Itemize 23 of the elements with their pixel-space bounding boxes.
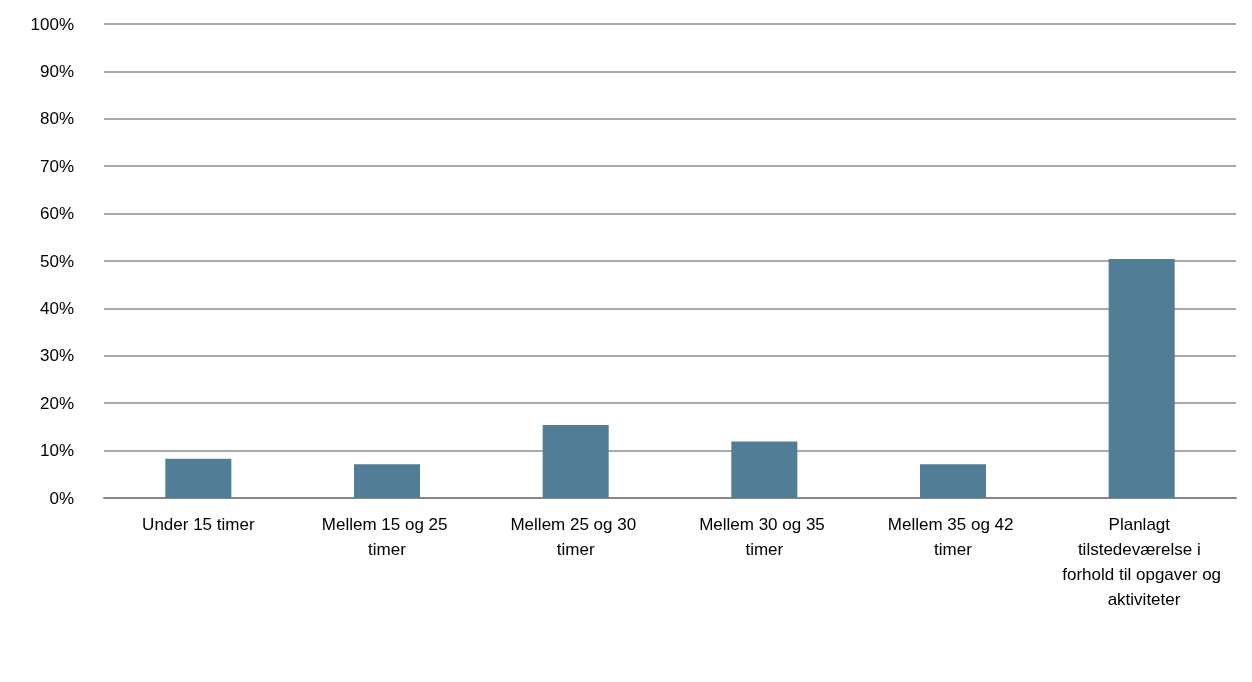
x-tick-label: Mellem 25 og 30 timer [510,515,641,559]
y-tick-label: 10% [39,441,74,461]
bar [731,441,798,498]
y-tick-label: 90% [39,61,74,81]
y-tick-label: 60% [39,204,74,224]
y-tick-label: 70% [39,156,74,176]
y-tick-label: 80% [39,109,74,129]
x-tick-label: Mellem 30 og 35 timer [699,515,830,559]
y-tick-label: 100% [30,14,74,34]
bar [542,425,609,498]
y-tick-label: 20% [39,393,74,413]
x-tick-label: Under 15 timer [142,515,255,534]
y-tick-label: 40% [39,298,74,318]
bar [165,458,232,498]
x-tick-label: Mellem 35 og 42 timer [887,515,1019,559]
x-tick-label: Planlagt tilstedeværelse i forhold til opgaver og aktiviteter [1062,515,1222,609]
y-tick-label: 30% [39,346,74,366]
y-tick-label: 0% [49,488,74,508]
x-tick-label: Mellem 15 og 25 timer [321,515,453,559]
y-tick-label: 50% [39,251,74,271]
bar [353,464,421,498]
bar [919,464,987,498]
bar [1108,259,1175,498]
